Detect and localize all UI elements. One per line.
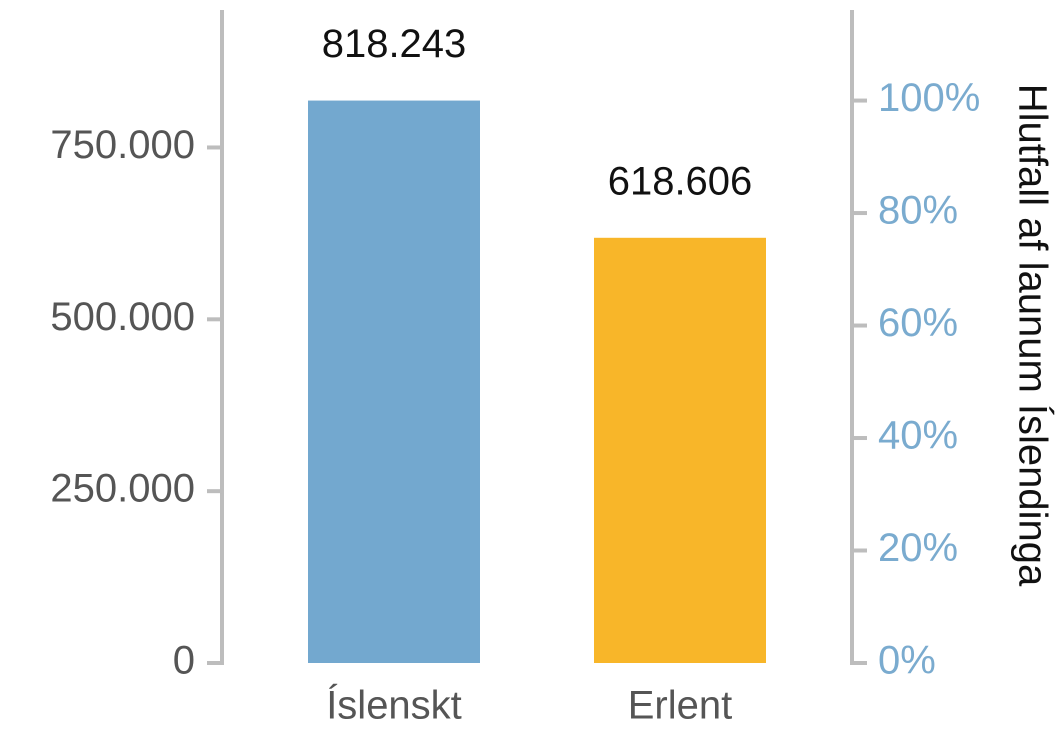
bar xyxy=(308,100,480,663)
bar xyxy=(594,237,766,663)
y2-axis-title: Hlutfall af launum Íslendinga xyxy=(1010,84,1055,587)
value-label: 618.606 xyxy=(608,159,753,203)
y2-tick-label: 80% xyxy=(878,189,958,233)
x-tick-label: Erlent xyxy=(628,684,733,728)
y-tick-label: 500.000 xyxy=(50,295,195,339)
y2-tick-label: 0% xyxy=(878,639,936,683)
y2-tick-label: 60% xyxy=(878,301,958,345)
y2-tick-label: 100% xyxy=(878,76,980,120)
y2-tick-label: 40% xyxy=(878,414,958,458)
y-tick-label: 250.000 xyxy=(50,467,195,511)
value-label: 818.243 xyxy=(322,22,467,66)
y-tick-label: 750.000 xyxy=(50,123,195,167)
x-tick-label: Íslenskt xyxy=(326,683,462,728)
y2-tick-label: 20% xyxy=(878,526,958,570)
y-tick-label: 0 xyxy=(173,639,195,683)
